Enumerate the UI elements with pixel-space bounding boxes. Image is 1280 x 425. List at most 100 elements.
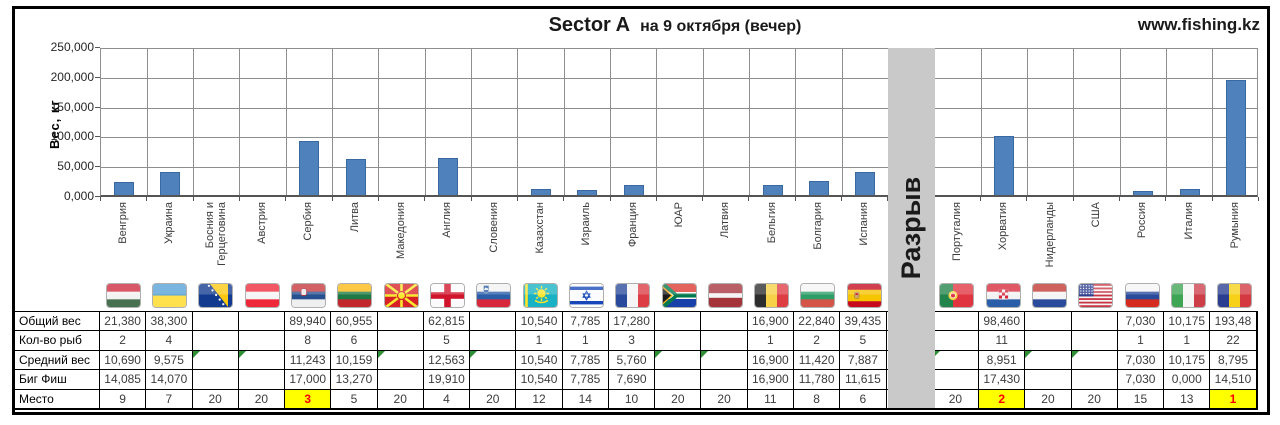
cell-big-fish: 0,000: [1164, 370, 1211, 390]
cell-fish-count: 4: [146, 331, 193, 351]
chart-title: Sector A на 9 октября (вечер): [430, 14, 920, 37]
cell-place: 20: [1071, 389, 1118, 409]
cell-big-fish: [192, 370, 239, 390]
category-label-text: Израиль: [580, 202, 593, 246]
cell-big-fish: [1025, 370, 1072, 390]
y-tick-mark: [95, 136, 100, 138]
cell-total: [1071, 312, 1118, 332]
category-label: Италия: [1166, 202, 1212, 280]
cell-fish-count: 1: [1164, 331, 1211, 351]
x-tick-mark: [1165, 197, 1167, 201]
cell-place: 20: [701, 389, 748, 409]
y-tick-mark: [95, 106, 100, 108]
category-label: Бельгия: [749, 202, 795, 280]
cell-fish-count: [655, 331, 702, 351]
x-tick-mark: [1119, 197, 1121, 201]
cell-avg: 9,575: [146, 350, 193, 371]
gridline-vertical: [239, 49, 241, 195]
cell-total: 39,435: [840, 312, 887, 332]
cell-fish-count: 5: [840, 331, 887, 351]
cell-total: [655, 312, 702, 332]
cell-place: 2: [979, 389, 1026, 409]
category-label-text: Латвия: [719, 202, 732, 239]
category-label: Венгрия: [100, 202, 146, 280]
category-label: Казахстан: [517, 202, 563, 280]
category-label: Словения: [471, 202, 517, 280]
category-label: Франция: [610, 202, 656, 280]
cell-big-fish: [238, 370, 286, 390]
category-label: Португалия: [934, 202, 980, 280]
cell-total: [701, 312, 748, 332]
cell-fish-count: 1: [562, 331, 609, 351]
flag-serbia-icon: [291, 284, 325, 307]
gridline-vertical: [980, 49, 982, 195]
cell-total: 22,840: [793, 312, 841, 332]
gridline-vertical: [563, 49, 565, 195]
flag-russia-icon: [1125, 284, 1159, 307]
flag-lithuania-icon: [338, 284, 372, 307]
flag-kazakhstan-icon: [523, 284, 557, 307]
category-label: Латвия: [702, 202, 748, 280]
bar-es: [855, 171, 876, 195]
flag-usa-icon: [1079, 284, 1113, 307]
cell-fish-count: 2: [793, 331, 841, 351]
cell-big-fish: 7,030: [1117, 370, 1165, 390]
flag-croatia-icon: [986, 284, 1020, 307]
cell-place: 10: [608, 389, 656, 409]
category-label-text: Казахстан: [534, 202, 547, 254]
x-tick-mark: [1258, 197, 1259, 201]
cell-fish-count: 11: [979, 331, 1026, 351]
cell-place: 12: [516, 389, 563, 409]
cell-avg: [701, 350, 748, 371]
cell-place: 11: [747, 389, 794, 409]
cell-big-fish: 14,510: [1210, 370, 1257, 390]
category-label-text: США: [1089, 202, 1102, 228]
cell-total: 38,300: [146, 312, 193, 332]
cell-avg: 8,795: [1210, 350, 1257, 371]
cell-fish-count: [192, 331, 239, 351]
x-tick-mark: [100, 197, 101, 201]
cell-avg: [192, 350, 239, 371]
category-label: Литва: [332, 202, 378, 280]
y-tick-mark: [95, 76, 100, 78]
gridline-vertical: [1165, 49, 1167, 195]
cell-fish-count: [470, 331, 517, 351]
flag-bosnia-herzegovina-icon: [199, 284, 233, 307]
cell-place: 9: [100, 389, 147, 409]
flag-france-icon: [616, 284, 650, 307]
category-label: ЮАР: [656, 202, 702, 280]
date-subtitle: на 9 октября (вечер): [640, 18, 802, 35]
cell-total: 98,460: [979, 312, 1026, 332]
cell-avg: [932, 350, 980, 371]
gridline-vertical: [656, 49, 658, 195]
row-label: Средний вес: [15, 350, 100, 371]
cell-fish-count: [701, 331, 748, 351]
y-axis-title: Вес, кг: [47, 99, 62, 149]
bar-fr: [623, 184, 644, 195]
gridline-vertical: [702, 49, 704, 195]
gridline-vertical: [193, 49, 195, 195]
cell-total: 10,540: [516, 312, 563, 332]
gridline-vertical: [1026, 49, 1028, 195]
category-label: Англия: [424, 202, 470, 280]
cell-avg: [238, 350, 286, 371]
cell-place: 5: [331, 389, 378, 409]
cell-fish-count: 1: [516, 331, 563, 351]
x-tick-mark: [146, 197, 148, 201]
bar-kz: [531, 188, 552, 195]
cell-place: 20: [932, 389, 980, 409]
bar-hr: [994, 136, 1015, 195]
category-label-text: Венгрия: [117, 202, 130, 244]
cell-fish-count: [238, 331, 286, 351]
gridline-vertical: [146, 49, 148, 195]
cell-big-fish: [655, 370, 702, 390]
flag-austria-icon: [245, 284, 279, 307]
bar-bg: [808, 181, 829, 195]
cell-avg: 7,030: [1117, 350, 1165, 371]
gridline-vertical: [748, 49, 750, 195]
x-tick-mark: [794, 197, 796, 201]
website-link[interactable]: www.fishing.kz: [1137, 15, 1260, 34]
cell-total: 89,940: [285, 312, 332, 332]
flag-england-icon: [430, 284, 464, 307]
cell-fish-count: 1: [747, 331, 794, 351]
